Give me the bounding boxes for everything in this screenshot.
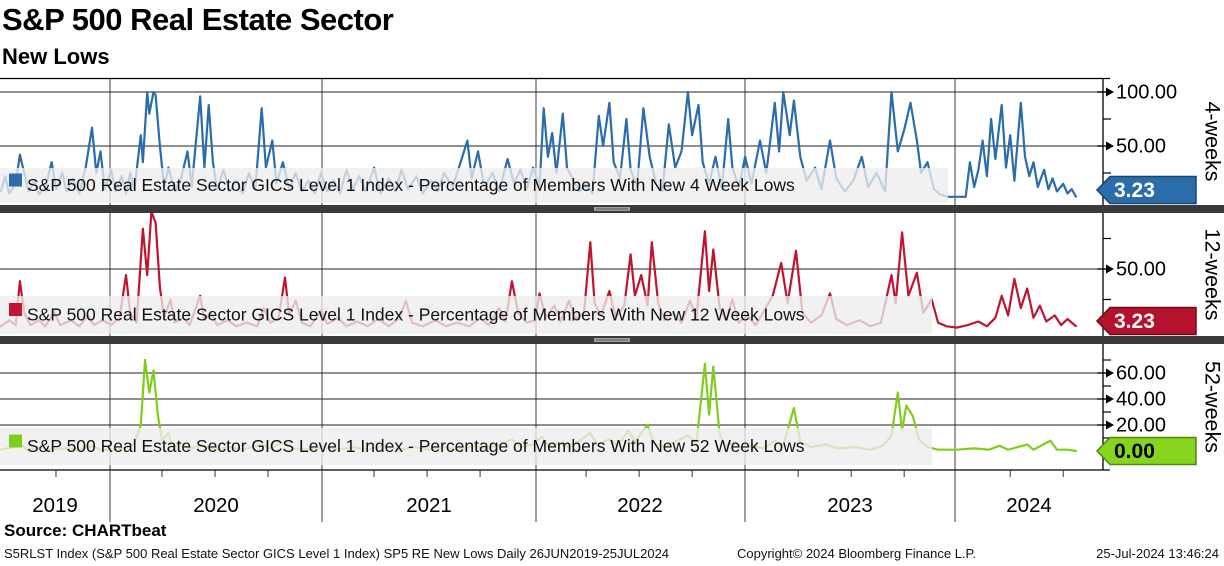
legend-band [0,428,932,465]
last-value-badge-12-weeks [1095,306,1197,336]
panel-4-weeks: S&P 500 Real Estate Sector GICS Level 1 … [0,78,1224,205]
x-tick-label-2019: 2019 [32,494,78,517]
y-tick-arrow-icon [1106,368,1114,378]
footer-copyright: Copyright© 2024 Bloomberg Finance L.P. [737,546,977,561]
page-subtitle: New Lows [2,44,110,69]
x-tick-label-2022: 2022 [617,494,663,517]
panel-axis-title-52-weeks: 52-weeks [1200,361,1224,453]
last-value-label: 3.23 [1114,310,1155,333]
legend-swatch-icon [9,434,22,448]
last-value-badge-4-weeks [1095,175,1197,205]
footer-index-description: S5RLST Index (S&P 500 Real Estate Sector… [4,546,670,561]
y-tick-arrow-icon [1106,264,1114,274]
legend-label: S&P 500 Real Estate Sector GICS Level 1 … [27,305,805,325]
footer-timestamp: 25-Jul-2024 13:46:24 [1096,546,1219,561]
last-value-badge-52-weeks [1095,436,1197,466]
legend-12-weeks[interactable]: S&P 500 Real Estate Sector GICS Level 1 … [9,303,805,325]
y-tick-arrow-icon [1106,141,1114,151]
y-tick-label: 40.00 [1116,388,1166,410]
x-tick-label-2021: 2021 [406,494,452,517]
y-tick-label: 100.00 [1116,81,1177,103]
x-tick-label-2024: 2024 [1006,494,1052,517]
x-tick-label-2023: 2023 [827,494,873,517]
panel-12-weeks: S&P 500 Real Estate Sector GICS Level 1 … [0,210,1224,336]
page-title: S&P 500 Real Estate Sector [2,2,394,37]
y-tick-arrow-icon [1106,394,1114,404]
legend-52-weeks[interactable]: S&P 500 Real Estate Sector GICS Level 1 … [9,434,805,457]
y-tick-label: 50.00 [1116,135,1166,157]
last-value-label: 3.23 [1114,179,1155,202]
legend-swatch-icon [9,173,22,187]
y-tick-label: 50.00 [1116,258,1166,280]
legend-label: S&P 500 Real Estate Sector GICS Level 1 … [27,175,795,195]
legend-label: S&P 500 Real Estate Sector GICS Level 1 … [27,436,805,456]
y-tick-label: 20.00 [1116,414,1166,436]
panel-axis-title-4-weeks: 4-weeks [1200,101,1224,181]
panel-separator-1[interactable] [0,205,1224,213]
legend-band [0,168,948,203]
legend-band [0,296,932,334]
y-tick-arrow-icon [1106,87,1114,97]
panel-52-weeks: S&P 500 Real Estate Sector GICS Level 1 … [0,344,1224,470]
legend-4-weeks[interactable]: S&P 500 Real Estate Sector GICS Level 1 … [9,173,795,196]
x-tick-label-2020: 2020 [193,494,239,517]
legend-swatch-icon [9,303,22,316]
y-tick-arrow-icon [1106,420,1114,430]
last-value-label: 0.00 [1114,440,1155,463]
source-label: Source: CHARTbeat [4,521,167,540]
panel-separator-2[interactable] [0,336,1224,344]
panel-axis-title-12-weeks: 12-weeks [1200,228,1224,320]
y-tick-label: 60.00 [1116,362,1166,384]
